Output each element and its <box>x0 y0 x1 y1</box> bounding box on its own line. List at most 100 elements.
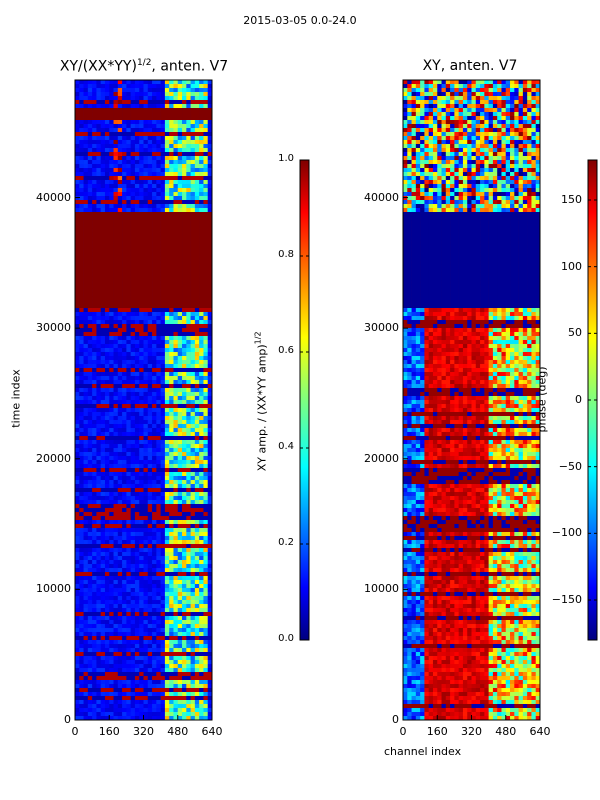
heatmap-cell <box>173 100 179 105</box>
heatmap-cell <box>177 192 183 197</box>
heatmap-cell <box>134 608 140 613</box>
heatmap-cell <box>164 324 170 329</box>
heatmap-cell <box>186 140 191 145</box>
heatmap-cell <box>190 544 196 549</box>
heatmap-cell <box>177 496 183 501</box>
heatmap-cell <box>147 604 153 609</box>
heatmap-cell <box>75 484 80 489</box>
heatmap-cell <box>104 604 110 609</box>
heatmap-cell <box>186 684 191 689</box>
heatmap-cell <box>126 640 131 645</box>
heatmap-cell <box>207 460 212 465</box>
heatmap-cell <box>130 648 136 653</box>
heatmap-cell <box>92 320 97 325</box>
heatmap-cell <box>164 284 170 289</box>
heatmap-cell <box>126 120 131 125</box>
heatmap-cell <box>147 388 153 393</box>
heatmap-cell <box>87 464 93 469</box>
heatmap-cell <box>186 328 191 333</box>
heatmap-cell <box>113 372 119 377</box>
heatmap-cell <box>113 592 119 597</box>
heatmap-cell <box>190 424 196 429</box>
heatmap-cell <box>87 224 93 229</box>
heatmap-cell <box>134 472 140 477</box>
heatmap-cell <box>117 104 123 109</box>
heatmap-cell <box>169 100 174 105</box>
heatmap-cell <box>83 436 89 441</box>
heatmap-cell <box>194 440 200 445</box>
heatmap-cell <box>139 264 144 269</box>
heatmap-cell <box>122 344 127 349</box>
heatmap-cell <box>207 672 212 677</box>
heatmap-cell <box>164 632 170 637</box>
heatmap-cell <box>122 280 127 285</box>
heatmap-cell <box>152 652 157 657</box>
heatmap-cell <box>182 428 187 433</box>
heatmap-cell <box>190 512 196 517</box>
heatmap-cell <box>203 268 209 273</box>
heatmap-cell <box>104 132 110 137</box>
heatmap-cell <box>96 108 101 113</box>
heatmap-cell <box>113 520 119 525</box>
heatmap-cell <box>75 132 80 137</box>
heatmap-cell <box>113 232 119 237</box>
heatmap-cell <box>92 260 97 265</box>
heatmap-cell <box>75 488 80 493</box>
heatmap-cell <box>109 336 114 341</box>
heatmap-cell <box>75 596 80 601</box>
heatmap-cell <box>143 176 149 181</box>
heatmap-cell <box>169 456 174 461</box>
heatmap-cell <box>207 212 212 217</box>
heatmap-cell <box>147 172 153 177</box>
heatmap-cell <box>83 244 89 249</box>
heatmap-cell <box>92 104 97 109</box>
heatmap-cell <box>152 568 157 573</box>
heatmap-cell <box>130 260 136 265</box>
heatmap-cell <box>109 256 114 261</box>
heatmap-cell <box>96 128 101 133</box>
heatmap-cell <box>182 624 187 629</box>
heatmap-cell <box>83 636 89 641</box>
heatmap-cell <box>203 252 209 257</box>
heatmap-cell <box>87 584 93 589</box>
heatmap-cell <box>160 460 166 465</box>
heatmap-cell <box>177 592 183 597</box>
heatmap-cell <box>169 408 174 413</box>
heatmap-cell <box>130 632 136 637</box>
heatmap-cell <box>147 664 153 669</box>
heatmap-cell <box>182 128 187 133</box>
heatmap-cell <box>92 152 97 157</box>
heatmap-cell <box>207 308 212 313</box>
heatmap-cell <box>109 392 114 397</box>
heatmap-cell <box>126 248 131 253</box>
heatmap-cell <box>203 88 209 93</box>
heatmap-cell <box>164 676 170 681</box>
heatmap-cell <box>182 328 187 333</box>
heatmap-cell <box>199 588 204 593</box>
heatmap-cell <box>109 272 114 277</box>
heatmap-cell <box>87 212 93 217</box>
heatmap-cell <box>87 456 93 461</box>
heatmap-cell <box>177 120 183 125</box>
heatmap-cell <box>156 432 161 437</box>
heatmap-cell <box>96 376 101 381</box>
heatmap-cell <box>186 84 191 89</box>
heatmap-cell <box>203 416 209 421</box>
heatmap-cell <box>83 400 89 405</box>
heatmap-cell <box>152 180 157 185</box>
heatmap-cell <box>190 660 196 665</box>
heatmap-cell <box>92 452 97 457</box>
heatmap-cell <box>87 452 93 457</box>
heatmap-cell <box>164 156 170 161</box>
heatmap-cell <box>104 404 110 409</box>
heatmap-cell <box>79 480 84 485</box>
heatmap-cell <box>87 380 93 385</box>
heatmap-cell <box>113 116 119 121</box>
heatmap-cell <box>190 696 196 701</box>
heatmap-cell <box>92 640 97 645</box>
heatmap-cell <box>156 108 161 113</box>
heatmap-cell <box>186 104 191 109</box>
heatmap-cell <box>100 420 106 425</box>
heatmap-cell <box>139 372 144 377</box>
heatmap-cell <box>75 96 80 101</box>
